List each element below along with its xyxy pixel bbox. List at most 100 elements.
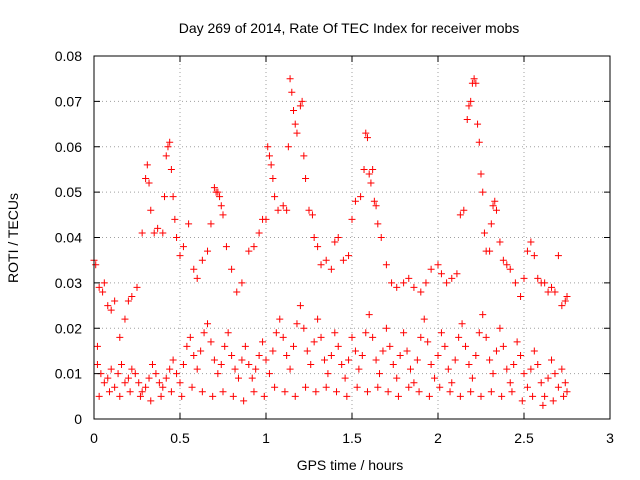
data-point [95, 392, 103, 400]
data-point [348, 215, 356, 223]
data-point [558, 365, 566, 373]
data-point [238, 356, 246, 364]
data-point [362, 129, 370, 137]
data-point [322, 383, 330, 391]
data-point [178, 392, 186, 400]
data-point [551, 370, 559, 378]
y-tick-label: 0.08 [55, 48, 82, 64]
data-point [314, 243, 322, 251]
data-point [327, 351, 335, 359]
data-point [370, 197, 378, 205]
data-point [338, 361, 346, 369]
data-point [138, 388, 146, 396]
data-point [183, 342, 191, 350]
data-point [520, 370, 528, 378]
data-point [300, 324, 308, 332]
data-point [530, 347, 538, 355]
data-point [437, 270, 445, 278]
data-point [308, 211, 316, 219]
data-point [291, 392, 299, 400]
data-point [204, 247, 212, 255]
data-point [186, 333, 194, 341]
data-point [159, 383, 167, 391]
data-point [105, 388, 113, 396]
data-point [104, 374, 112, 382]
data-point [534, 274, 542, 282]
data-point [376, 370, 384, 378]
data-point [558, 302, 566, 310]
data-point [307, 361, 315, 369]
data-point [460, 206, 468, 214]
data-point [317, 333, 325, 341]
data-point [358, 351, 366, 359]
data-point [164, 143, 172, 151]
data-point [210, 356, 218, 364]
data-point [260, 392, 268, 400]
data-point [508, 388, 516, 396]
data-point [150, 229, 158, 237]
data-point [351, 347, 359, 355]
data-point [369, 165, 377, 173]
data-point [166, 365, 174, 373]
data-point [333, 388, 341, 396]
data-point [267, 161, 275, 169]
data-point [286, 75, 294, 83]
data-point [527, 365, 535, 373]
data-point [240, 397, 248, 405]
data-point [365, 311, 373, 319]
data-point [472, 79, 480, 87]
x-tick-label: 2 [434, 430, 442, 446]
data-point [327, 265, 335, 273]
chart-title: Day 269 of 2014, Rate Of TEC Index for r… [179, 20, 520, 36]
data-point [357, 193, 365, 201]
data-point [293, 320, 301, 328]
data-point [290, 342, 298, 350]
data-point [374, 220, 382, 228]
data-point [382, 324, 390, 332]
y-tick-label: 0.01 [55, 366, 82, 382]
data-point [455, 333, 463, 341]
data-point [272, 329, 280, 337]
data-point [396, 351, 404, 359]
data-point [147, 397, 155, 405]
data-point [518, 397, 526, 405]
data-point [523, 383, 531, 391]
data-point [155, 379, 163, 387]
data-point [345, 356, 353, 364]
data-point [563, 292, 571, 300]
data-point [400, 329, 408, 337]
data-point [400, 279, 408, 287]
data-point [190, 351, 198, 359]
data-point [389, 361, 397, 369]
data-point [162, 374, 170, 382]
data-point [219, 388, 227, 396]
data-point [489, 202, 497, 210]
data-point [104, 302, 112, 310]
data-point [334, 342, 342, 350]
data-point [111, 297, 119, 305]
data-point [228, 351, 236, 359]
data-point [374, 383, 382, 391]
data-point [303, 347, 311, 355]
data-point [154, 224, 162, 232]
data-point [283, 206, 291, 214]
data-point [136, 392, 144, 400]
data-point [372, 202, 380, 210]
data-point [415, 388, 423, 396]
data-point [259, 338, 267, 346]
data-point [167, 165, 175, 173]
data-point [135, 379, 143, 387]
x-tick-label: 1.5 [342, 430, 362, 446]
data-point [248, 374, 256, 382]
data-point [517, 292, 525, 300]
data-point [317, 261, 325, 269]
data-point [563, 388, 571, 396]
data-point [210, 184, 218, 192]
data-point [351, 197, 359, 205]
data-point [405, 274, 413, 282]
data-point [217, 361, 225, 369]
data-point [92, 261, 100, 269]
data-point [388, 279, 396, 287]
data-point [279, 202, 287, 210]
